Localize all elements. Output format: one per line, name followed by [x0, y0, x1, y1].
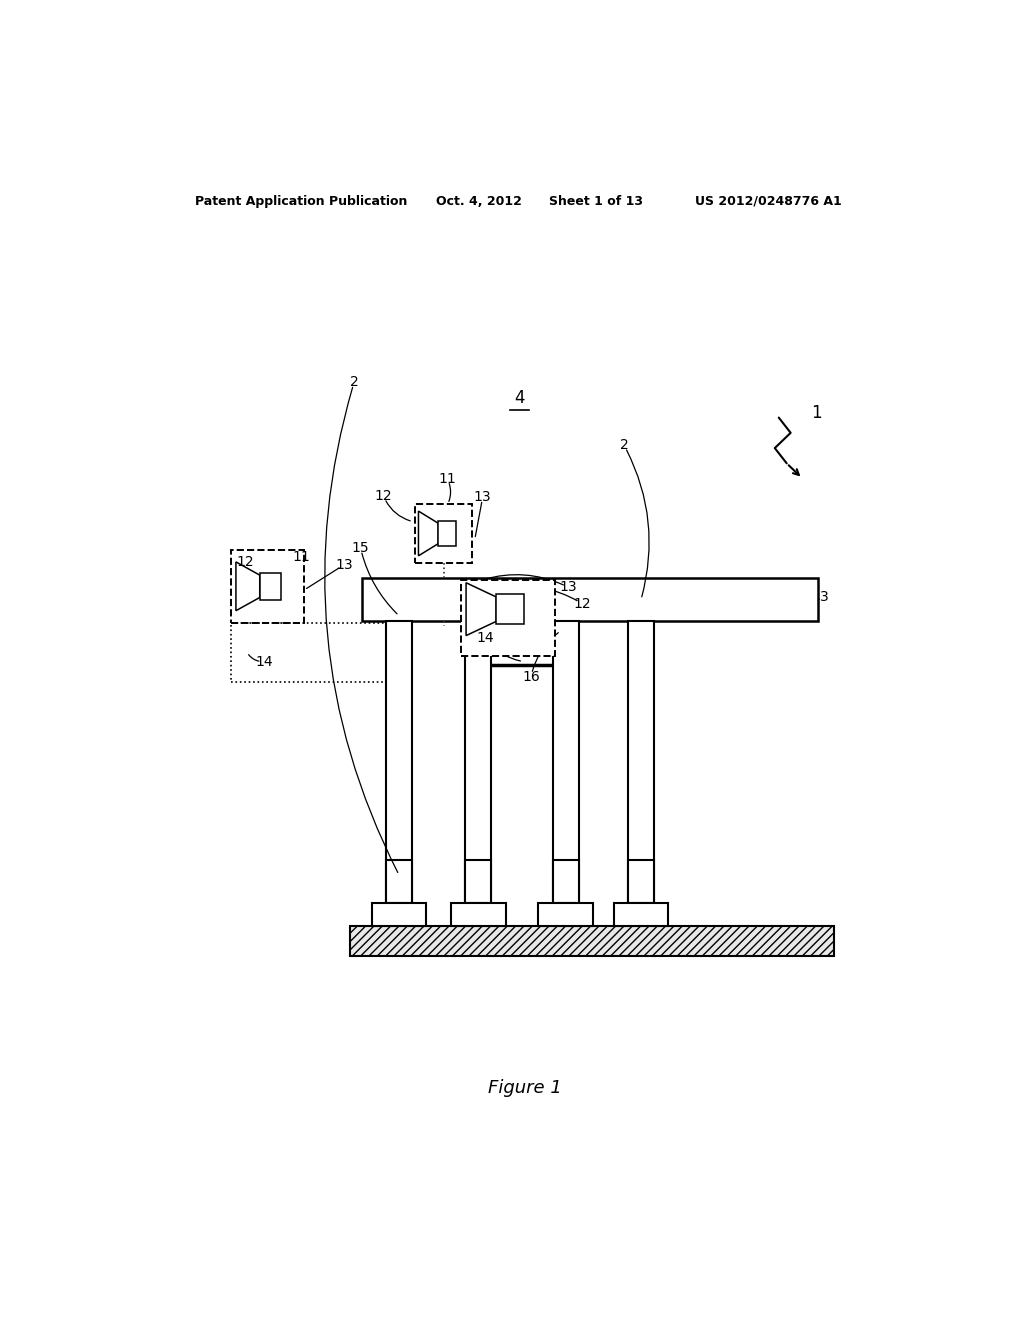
- Bar: [386, 620, 412, 925]
- Bar: [350, 925, 835, 956]
- Text: 13: 13: [335, 558, 352, 572]
- Bar: [553, 859, 579, 903]
- Bar: [497, 594, 524, 624]
- Polygon shape: [419, 511, 438, 556]
- Bar: [465, 859, 492, 903]
- Polygon shape: [236, 562, 260, 611]
- Bar: [260, 573, 282, 599]
- Text: Patent Application Publication: Patent Application Publication: [196, 194, 408, 207]
- Text: 1: 1: [812, 404, 822, 421]
- Text: 3: 3: [820, 590, 829, 605]
- Text: 16: 16: [522, 669, 540, 684]
- Bar: [386, 859, 412, 903]
- Polygon shape: [466, 582, 497, 636]
- Bar: [461, 581, 555, 656]
- Bar: [553, 620, 579, 925]
- Text: 2: 2: [620, 438, 629, 451]
- Text: 15: 15: [351, 541, 370, 554]
- Text: 12: 12: [375, 488, 392, 503]
- Text: 14: 14: [476, 631, 494, 645]
- Bar: [628, 859, 654, 903]
- Bar: [465, 620, 492, 925]
- Text: 13: 13: [474, 490, 492, 504]
- Text: Oct. 4, 2012: Oct. 4, 2012: [436, 194, 522, 207]
- Text: 4: 4: [514, 389, 524, 408]
- Text: 12: 12: [237, 554, 254, 569]
- Text: 11: 11: [438, 471, 456, 486]
- Text: Sheet 1 of 13: Sheet 1 of 13: [549, 194, 643, 207]
- Text: 2: 2: [350, 375, 358, 389]
- Bar: [451, 903, 506, 925]
- Bar: [362, 578, 818, 620]
- Text: 14: 14: [256, 655, 273, 668]
- Text: US 2012/0248776 A1: US 2012/0248776 A1: [695, 194, 842, 207]
- Bar: [231, 549, 304, 623]
- Bar: [416, 504, 472, 562]
- Bar: [350, 925, 835, 956]
- Text: 13: 13: [560, 581, 578, 594]
- Bar: [438, 521, 456, 545]
- Bar: [539, 903, 593, 925]
- Bar: [372, 903, 426, 925]
- Bar: [628, 620, 654, 925]
- Text: 11: 11: [292, 550, 310, 564]
- Bar: [613, 903, 669, 925]
- Bar: [231, 623, 386, 682]
- Text: Figure 1: Figure 1: [487, 1080, 562, 1097]
- Text: 12: 12: [573, 597, 591, 611]
